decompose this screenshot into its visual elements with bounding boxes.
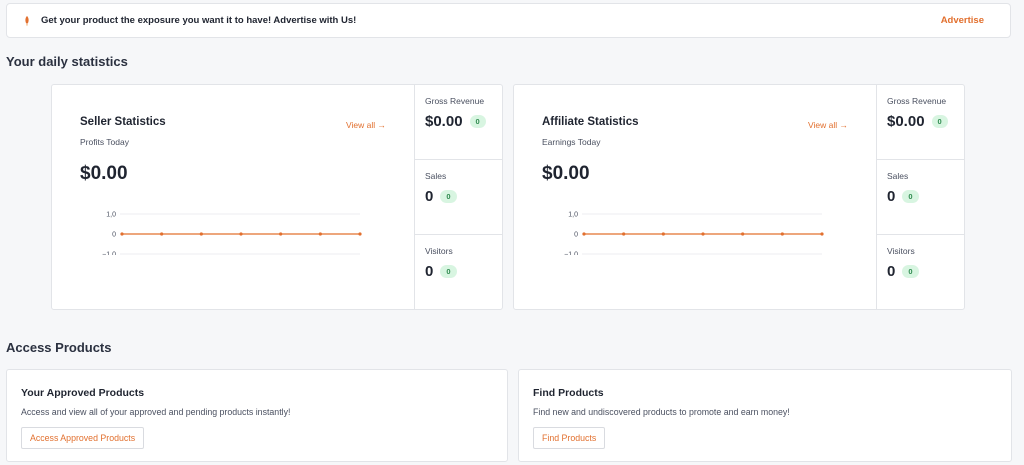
- affiliate-line-chart: 1,0 0 −1,0: [564, 212, 824, 256]
- affiliate-subtitle: Earnings Today: [542, 137, 601, 147]
- access-products-heading: Access Products: [6, 340, 112, 355]
- gross-revenue-badge: 0: [469, 114, 486, 129]
- banner-message: Get your product the exposure you want i…: [41, 15, 357, 26]
- visitors-label: Visitors: [887, 246, 915, 256]
- data-point: [279, 232, 283, 236]
- advertise-banner: Get your product the exposure you want i…: [6, 3, 1011, 38]
- seller-title: Seller Statistics: [80, 116, 166, 128]
- find-products-description: Find new and undiscovered products to pr…: [533, 407, 790, 417]
- y-tick-label: 1,0: [106, 212, 116, 219]
- data-point: [199, 232, 203, 236]
- visitors-value: 0: [887, 263, 896, 280]
- data-point: [582, 232, 586, 236]
- data-point: [318, 232, 322, 236]
- sales-label: Sales: [425, 171, 447, 181]
- y-tick-label: 1,0: [568, 212, 578, 219]
- find-products-title: Find Products: [533, 387, 604, 399]
- visitors-label: Visitors: [425, 246, 453, 256]
- daily-statistics-heading: Your daily statistics: [6, 54, 128, 69]
- approved-products-description: Access and view all of your approved and…: [21, 407, 291, 417]
- data-point: [820, 232, 824, 236]
- data-point: [358, 232, 362, 236]
- sales-value: 0: [425, 188, 434, 205]
- gross-revenue-value: $0.00: [887, 113, 925, 130]
- approved-products-card: Your Approved Products Access and view a…: [6, 369, 508, 462]
- y-tick-label: −1,0: [564, 252, 578, 256]
- data-point: [239, 232, 243, 236]
- affiliate-statistics-card: Affiliate Statistics Earnings Today $0.0…: [513, 84, 965, 310]
- seller-line-chart: 1,0 0 −1,0: [102, 212, 362, 256]
- data-point: [741, 232, 745, 236]
- find-products-button[interactable]: Find Products: [533, 427, 606, 449]
- y-tick-label: 0: [112, 232, 116, 239]
- data-point: [160, 232, 164, 236]
- affiliate-main-panel: Affiliate Statistics Earnings Today $0.0…: [514, 85, 877, 309]
- gross-revenue-label: Gross Revenue: [887, 96, 947, 106]
- sales-badge: 0: [440, 189, 457, 204]
- seller-amount: $0.00: [80, 163, 128, 184]
- affiliate-title: Affiliate Statistics: [542, 116, 639, 128]
- find-products-card: Find Products Find new and undiscovered …: [518, 369, 1012, 462]
- visitors-badge: 0: [902, 264, 919, 279]
- access-approved-products-button[interactable]: Access Approved Products: [21, 427, 145, 449]
- seller-gross-revenue: Gross Revenue $0.00 0: [415, 85, 502, 160]
- approved-products-title: Your Approved Products: [21, 387, 145, 399]
- affiliate-amount: $0.00: [542, 163, 590, 184]
- data-point: [661, 232, 665, 236]
- rocket-icon: [21, 14, 35, 28]
- advertise-link[interactable]: Advertise: [940, 15, 984, 26]
- data-point: [622, 232, 626, 236]
- affiliate-view-all-link[interactable]: View all →: [808, 120, 848, 130]
- y-tick-label: −1,0: [102, 252, 116, 256]
- sales-label: Sales: [887, 171, 909, 181]
- visitors-value: 0: [425, 263, 434, 280]
- gross-revenue-value: $0.00: [425, 113, 463, 130]
- sales-badge: 0: [902, 189, 919, 204]
- data-point: [120, 232, 124, 236]
- gross-revenue-badge: 0: [931, 114, 948, 129]
- data-point: [701, 232, 705, 236]
- seller-main-panel: Seller Statistics Profits Today $0.00 Vi…: [52, 85, 415, 309]
- seller-subtitle: Profits Today: [80, 137, 129, 147]
- seller-statistics-card: Seller Statistics Profits Today $0.00 Vi…: [51, 84, 503, 310]
- seller-view-all-link[interactable]: View all →: [346, 120, 386, 130]
- y-tick-label: 0: [574, 232, 578, 239]
- sales-value: 0: [887, 188, 896, 205]
- affiliate-gross-revenue: Gross Revenue $0.00 0: [877, 85, 964, 160]
- visitors-badge: 0: [440, 264, 457, 279]
- gross-revenue-label: Gross Revenue: [425, 96, 485, 106]
- data-point: [780, 232, 784, 236]
